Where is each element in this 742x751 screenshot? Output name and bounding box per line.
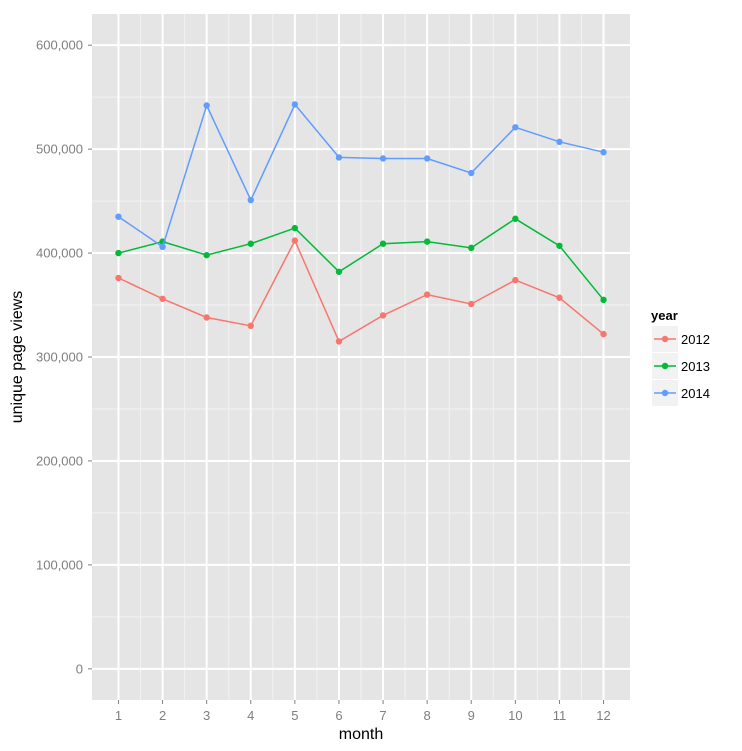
data-point-2012 [247,322,254,330]
data-point-2014 [512,124,519,131]
x-tick-label: 12 [596,708,610,723]
x-tick-label: 5 [291,708,298,723]
series-line-2012 [118,238,604,343]
x-tick-label: 9 [468,708,475,723]
data-point-2014 [468,169,475,177]
data-point-2013 [600,296,607,304]
data-point-2012 [423,291,431,298]
series-layer [115,101,607,345]
x-tick-label: 4 [247,708,254,723]
legend-item-2013: 2013 [652,353,710,379]
legend-label: 2014 [681,386,710,401]
data-point-2012 [159,295,166,302]
x-tick-label: 10 [508,708,522,723]
y-tick-label: 400,000 [36,246,83,261]
data-point-2013 [556,242,563,249]
legend-key-point [661,335,669,343]
series-2013 [115,215,607,304]
data-point-2014 [159,243,166,251]
data-point-2013 [423,238,431,245]
data-point-2014 [556,138,563,146]
series-line-2014 [118,103,604,248]
legend-label: 2013 [681,359,710,374]
data-point-2012 [556,294,563,301]
data-point-2014 [291,101,299,108]
data-point-2014 [203,102,210,109]
x-tick-label: 3 [203,708,210,723]
y-tick-label: 200,000 [36,453,83,468]
x-tick-label: 6 [335,708,342,723]
y-axis-ticks: 0 100,000 200,000 300,000 400,000 500,000 600,… [36,38,92,676]
data-point-2013 [247,240,254,247]
data-point-2014 [115,213,122,220]
data-point-2014 [423,155,431,162]
series-line-2013 [118,217,605,301]
y-tick-label: 300,000 [36,350,83,365]
x-tick-label: 8 [424,708,431,723]
data-point-2013 [468,244,475,252]
y-tick-label: 0 [76,661,83,676]
data-point-2014 [379,155,387,162]
y-axis-title: unique page views [9,291,26,424]
series-2012 [115,237,607,345]
x-axis-ticks: 1 2 3 4 5 6 7 8 9 10 11 12 [115,700,611,723]
x-tick-label: 2 [159,708,166,723]
x-tick-label: 1 [115,708,122,723]
data-point-2014 [600,149,607,156]
y-tick-label: 500,000 [36,142,83,157]
data-point-2012 [335,338,343,345]
data-point-2013 [203,251,210,259]
x-axis-title: month [339,726,383,743]
legend-items: 2012 2013 2014 [652,326,710,406]
major-gridlines [92,14,630,700]
data-point-2013 [512,215,519,222]
data-point-2012 [512,276,519,284]
data-point-2012 [115,274,122,282]
data-point-2013 [335,268,343,275]
data-point-2012 [291,237,299,244]
x-tick-label: 7 [379,708,386,723]
legend-title: year [651,308,678,323]
legend-item-2012: 2012 [652,326,710,352]
x-tick-label: 11 [553,708,567,723]
data-point-2014 [247,196,254,204]
data-point-2013 [115,249,122,257]
legend-key-point [661,389,669,397]
data-point-2012 [600,330,607,338]
legend-key-point [661,362,669,370]
series-2014 [115,101,607,251]
legend-label: 2012 [681,332,710,347]
data-point-2013 [379,240,387,247]
y-tick-label: 100,000 [36,557,83,572]
data-point-2012 [468,300,475,308]
data-point-2012 [203,314,210,321]
data-point-2012 [379,312,387,319]
data-point-2013 [291,224,299,232]
y-tick-label: 600,000 [36,38,83,53]
legend: year 2012 2013 2014 [651,308,710,406]
legend-item-2014: 2014 [652,380,710,406]
data-point-2014 [335,154,343,161]
